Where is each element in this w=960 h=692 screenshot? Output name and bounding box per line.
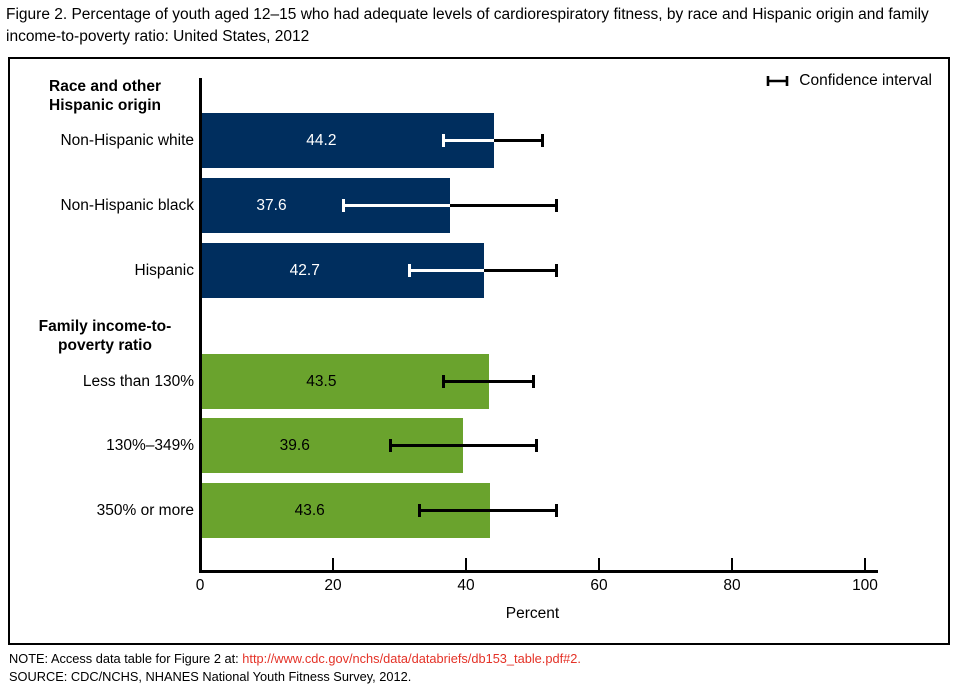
- chart-frame: Race and other Hispanic origin Non-Hispani…: [8, 57, 950, 645]
- figure-title: Figure 2. Percentage of youth aged 12–15…: [6, 6, 929, 45]
- bar-value: 43.6: [294, 502, 325, 519]
- error-bar-high-cap: [554, 264, 558, 277]
- error-bar-low-cap: [441, 134, 445, 147]
- axis-tick: [332, 558, 334, 570]
- error-bar-inner-line: [442, 380, 490, 383]
- error-bar-inner-line: [342, 204, 451, 207]
- error-bar-outer-line: [489, 509, 556, 512]
- group-header: Race and other Hispanic origin: [14, 78, 196, 115]
- error-bar-inner-line: [442, 139, 494, 142]
- axis-tick: [731, 558, 733, 570]
- bar-label: Less than 130%: [82, 373, 194, 390]
- error-bar-outer-line: [450, 204, 556, 207]
- group-header: Family income-to-poverty ratio: [14, 318, 196, 355]
- group-header-line: Family income-to-: [38, 318, 172, 335]
- axis-tick-label: 80: [723, 577, 741, 594]
- bar-label: 130%–349%: [106, 437, 194, 454]
- error-bar-high-cap: [531, 375, 535, 388]
- axis-tick: [199, 558, 201, 570]
- legend: Confidence interval: [765, 72, 932, 90]
- axis-tick: [864, 558, 866, 570]
- bar-label: Non-Hispanic black: [60, 197, 194, 214]
- bar-value: 42.7: [289, 262, 320, 279]
- error-bar-icon: [765, 74, 790, 88]
- error-bar-outer-line: [483, 269, 556, 272]
- error-bar-low-cap: [388, 439, 392, 452]
- error-bar-outer-line: [463, 444, 536, 447]
- error-bar-high-cap: [534, 439, 538, 452]
- x-axis-line: [199, 570, 878, 573]
- axis-tick-label: 60: [590, 577, 608, 594]
- bar-value: 43.5: [306, 373, 337, 390]
- bar-label: 350% or more: [96, 502, 194, 519]
- group-header-line: poverty ratio: [58, 336, 152, 354]
- error-bar-low-cap: [441, 375, 445, 388]
- legend-label: Confidence interval: [799, 72, 932, 89]
- error-bar-outer-line: [493, 139, 543, 142]
- error-bar-high-cap: [554, 199, 558, 212]
- bar-value: 39.6: [279, 437, 310, 454]
- y-axis-line: [199, 78, 202, 573]
- source-line: SOURCE: CDC/NCHS, NHANES National Youth …: [9, 669, 412, 684]
- group-header-line: Hispanic origin: [49, 96, 161, 114]
- plot-area: Race and other Hispanic origin Non-Hispani…: [10, 59, 948, 643]
- bar-value: 44.2: [306, 132, 337, 149]
- error-bar-outer-line: [489, 380, 533, 383]
- error-bar-inner-line: [419, 509, 490, 512]
- error-bar-high-cap: [554, 504, 558, 517]
- axis-tick: [465, 558, 467, 570]
- error-bar-low-cap: [408, 264, 412, 277]
- bar-label: Non-Hispanic white: [60, 132, 194, 149]
- error-bar-inner-line: [389, 444, 464, 447]
- axis-tick: [598, 558, 600, 570]
- axis-tick-label: 100: [852, 577, 878, 594]
- note-text: NOTE: Access data table for Figure 2 at:: [9, 651, 243, 666]
- error-bar-inner-line: [409, 269, 484, 272]
- axis-tick-label: 0: [195, 577, 205, 594]
- data-table-link[interactable]: http://www.cdc.gov/nchs/data/databriefs/…: [242, 651, 581, 666]
- footer-notes: NOTE: Access data table for Figure 2 at:…: [9, 650, 953, 686]
- note-line: NOTE: Access data table for Figure 2 at:…: [9, 650, 953, 668]
- error-bar-low-cap: [418, 504, 422, 517]
- axis-tick-label: 20: [324, 577, 342, 594]
- error-bar-high-cap: [541, 134, 545, 147]
- bar: [200, 354, 490, 409]
- group-header-line: Race and other: [49, 78, 161, 95]
- axis-tick-label: 40: [457, 577, 475, 594]
- x-axis-title: Percent: [505, 605, 560, 622]
- error-bar-low-cap: [341, 199, 345, 212]
- bar-label: Hispanic: [134, 262, 194, 279]
- bar-value: 37.6: [256, 197, 287, 214]
